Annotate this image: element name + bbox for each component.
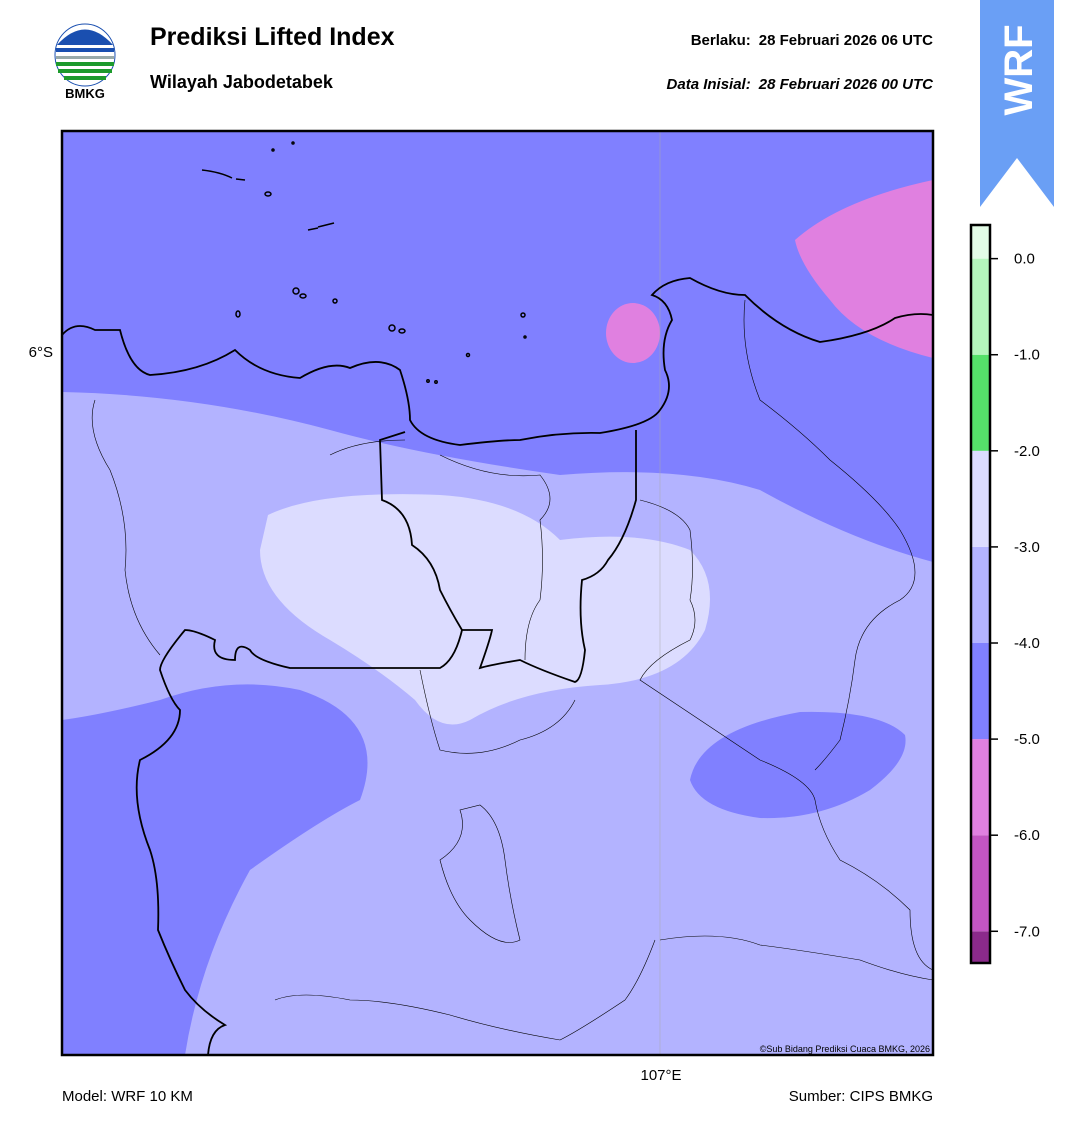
colorbar-tick-label: -3.0 bbox=[1014, 539, 1040, 556]
colorbar-bin bbox=[971, 546, 990, 644]
colorbar-bin bbox=[971, 450, 990, 547]
colorbar: -7.0 -6.0 -5.0 -4.0 -3.0 -2.0 -1.0 0.0 bbox=[969, 223, 1040, 965]
credit: ©Sub Bidang Prediksi Cuaca BMKG, 2026 bbox=[760, 1044, 930, 1054]
subtitle: Wilayah Jabodetabek bbox=[150, 72, 334, 92]
valid-time: 28 Februari 2026 06 UTC bbox=[759, 32, 933, 49]
valid-line: Berlaku: 28 Februari 2026 06 UTC bbox=[691, 32, 933, 49]
colorbar-tick-label: -1.0 bbox=[1014, 347, 1040, 364]
colorbar-bin bbox=[971, 835, 990, 932]
badge-text: WRF bbox=[997, 24, 1041, 115]
title: Prediksi Lifted Index bbox=[150, 23, 395, 51]
lon-label: 107°E bbox=[640, 1067, 681, 1084]
colorbar-tick-label: 0.0 bbox=[1014, 251, 1035, 268]
init-line: Data Inisial: 28 Februari 2026 00 UTC bbox=[667, 76, 935, 93]
init-time: 28 Februari 2026 00 UTC bbox=[758, 76, 934, 93]
colorbar-tick-label: -6.0 bbox=[1014, 827, 1040, 844]
init-label: Data Inisial: bbox=[667, 76, 751, 93]
map: ©Sub Bidang Prediksi Cuaca BMKG, 2026 bbox=[62, 131, 933, 1055]
lat-label: 6°S bbox=[29, 344, 53, 361]
colorbar-bin bbox=[971, 931, 990, 963]
colorbar-bin bbox=[971, 643, 990, 740]
valid-label: Berlaku: bbox=[691, 32, 751, 49]
map-frame bbox=[60, 129, 935, 1057]
colorbar-tick-label: -2.0 bbox=[1014, 443, 1040, 460]
logo-text: BMKG bbox=[65, 86, 105, 101]
wrf-badge: WRF bbox=[980, 0, 1054, 207]
colorbar-bin bbox=[971, 739, 990, 836]
colorbar-tick-label: -4.0 bbox=[1014, 635, 1040, 652]
logo: BMKG bbox=[54, 23, 116, 101]
footer-source: Sumber: CIPS BMKG bbox=[789, 1088, 933, 1105]
colorbar-frame bbox=[969, 223, 992, 965]
colorbar-bin bbox=[971, 354, 990, 451]
footer-model: Model: WRF 10 KM bbox=[62, 1088, 193, 1105]
colorbar-tick-label: -7.0 bbox=[1014, 923, 1040, 940]
colorbar-bin bbox=[971, 258, 990, 355]
colorbar-bin bbox=[971, 225, 990, 259]
colorbar-tick-label: -5.0 bbox=[1014, 731, 1040, 748]
